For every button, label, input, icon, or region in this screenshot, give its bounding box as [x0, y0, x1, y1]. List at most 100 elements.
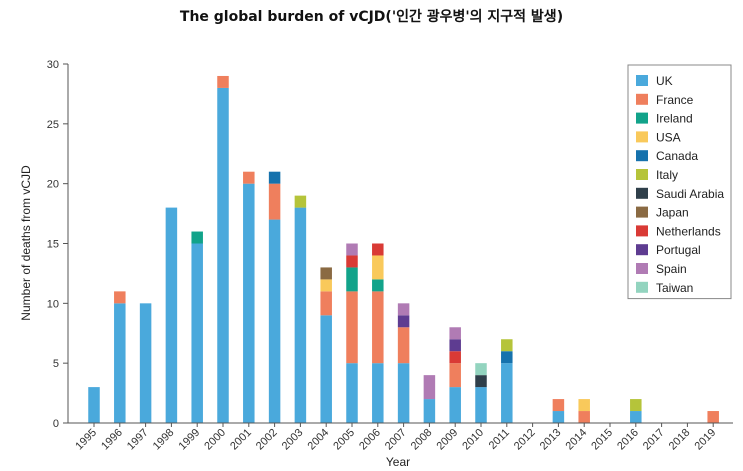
legend-swatch [636, 281, 648, 293]
bar-segment-france [268, 183, 281, 220]
x-tick-label: 2002 [254, 427, 280, 453]
bar-segment-taiwan [475, 363, 487, 376]
x-tick-label: 2019 [693, 427, 719, 453]
bar-segment-uk [139, 303, 152, 423]
legend: UK France Ireland USA Canada Italy Saudi Arabi… [627, 64, 732, 300]
x-tick-label: 1996 [99, 427, 125, 453]
bar-segment-uk [88, 387, 100, 423]
legend-label: Spain [656, 262, 687, 276]
bar-segment-netherlands [449, 351, 461, 364]
bar-segment-france [449, 363, 461, 388]
bar-segment-italy [294, 195, 307, 208]
x-tick-label: 2012 [512, 427, 538, 453]
bar-segment-uk [501, 363, 513, 423]
legend-swatch [636, 169, 648, 180]
x-tick-label: 2003 [280, 427, 306, 453]
x-tick-label: 1998 [151, 427, 177, 453]
bar-segment-france [578, 411, 590, 423]
bar-segment-usa [578, 399, 590, 412]
bar-segment-saudi-arabia [475, 375, 487, 388]
y-axis-label: Number of deaths from vCJD [19, 165, 33, 321]
legend-swatch [636, 206, 648, 218]
bar-segment-france [707, 411, 719, 423]
legend-label: Taiwan [656, 281, 693, 295]
bar-segment-spain [449, 327, 461, 340]
bar-segment-uk [423, 399, 436, 423]
bar-segment-spain [423, 375, 436, 400]
legend-label: USA [656, 130, 681, 144]
bar-segment-france [114, 291, 126, 304]
legend-swatch [636, 93, 648, 105]
bar-segment-uk [114, 303, 126, 423]
bar-segment-netherlands [372, 243, 384, 256]
bars-layer [88, 75, 719, 423]
bar-segment-uk [346, 363, 358, 423]
bar-segment-netherlands [346, 255, 358, 268]
bar-segment-france [372, 291, 384, 364]
bar-segment-ireland [191, 231, 203, 244]
legend-swatch [636, 263, 648, 274]
legend-label: Netherlands [656, 224, 721, 238]
legend-swatch [636, 131, 648, 143]
bar-segment-italy [501, 339, 513, 352]
legend-swatch [636, 112, 648, 124]
bar-segment-canada [268, 171, 281, 184]
bar-segment-uk [268, 219, 281, 423]
x-tick-label: 2018 [667, 427, 693, 453]
bar-segment-uk [294, 207, 307, 423]
bar-segment-france [243, 171, 255, 184]
bar-segment-canada [501, 351, 513, 364]
y-tick-label: 25 [47, 119, 59, 131]
x-tick-label: 2006 [357, 427, 383, 453]
x-tick-label: 2007 [383, 427, 409, 453]
bar-segment-japan [320, 267, 332, 280]
bar-segment-uk [243, 183, 255, 423]
x-tick-label: 2008 [409, 427, 435, 453]
bar-segment-uk [320, 315, 332, 423]
x-tick-label: 2010 [460, 427, 486, 453]
x-tick-label: 1997 [125, 427, 151, 453]
legend-label: Canada [656, 149, 698, 163]
legend-label: Japan [656, 206, 689, 220]
bar-segment-portugal [397, 315, 410, 328]
x-tick-label: 2001 [228, 427, 254, 453]
y-tick-label: 10 [47, 298, 59, 310]
bar-segment-france [320, 291, 332, 316]
legend-label: Saudi Arabia [656, 187, 724, 201]
legend-swatch [636, 225, 648, 237]
bar-segment-uk [552, 411, 565, 423]
x-tick-label: 2016 [615, 427, 641, 453]
bar-segment-spain [346, 243, 358, 256]
bar-segment-france [217, 75, 229, 88]
x-tick-label: 2013 [538, 427, 564, 453]
chart-title: The global burden of vCJD('인간 광우병'의 지구적 … [179, 9, 564, 25]
x-tick-label: 1999 [177, 427, 203, 453]
bar-segment-ireland [346, 267, 358, 292]
legend-swatch [636, 187, 648, 199]
y-tick-label: 5 [53, 358, 59, 370]
x-axis-label: Year [386, 455, 410, 469]
bar-segment-italy [630, 399, 642, 412]
bar-segment-uk [397, 363, 410, 423]
legend-label: France [656, 93, 694, 107]
x-tick-label: 2004 [306, 427, 332, 453]
legend-label: UK [656, 74, 673, 88]
bar-segment-uk [191, 243, 203, 423]
y-tick-label: 20 [47, 179, 59, 191]
bar-segment-france [397, 327, 410, 364]
y-tick-label: 15 [47, 239, 59, 251]
bar-segment-france [346, 291, 358, 364]
x-tick-label: 2017 [641, 427, 667, 453]
legend-label: Ireland [656, 112, 693, 126]
y-tick-label: 0 [53, 418, 59, 430]
legend-label: Italy [656, 168, 678, 182]
x-tick-label: 2011 [487, 427, 512, 452]
bar-segment-uk [449, 387, 461, 423]
bar-segment-uk [630, 411, 642, 423]
bar-segment-uk [165, 207, 178, 423]
x-tick-label: 1995 [73, 427, 99, 453]
legend-swatch [636, 150, 648, 162]
x-tick-label: 2000 [202, 427, 228, 453]
bar-segment-france [552, 399, 565, 412]
